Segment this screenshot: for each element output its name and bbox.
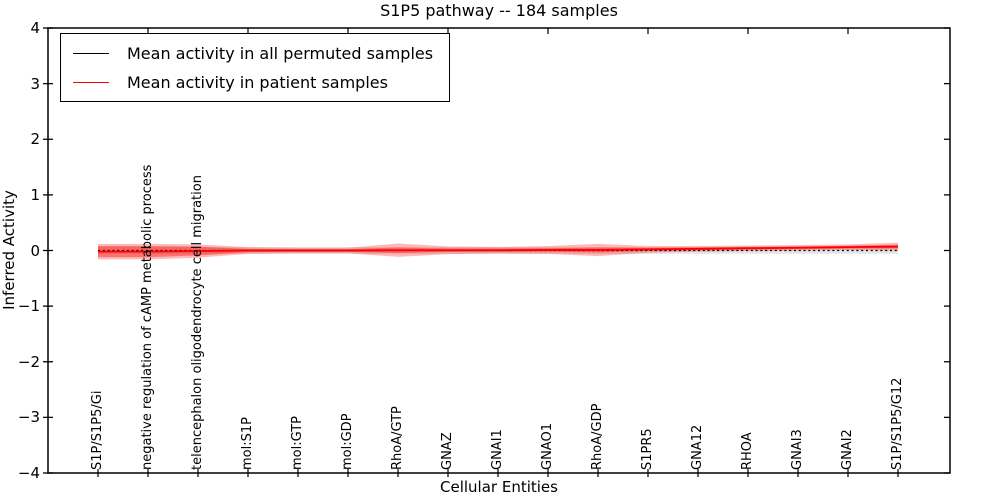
x-category-label: S1P/S1P5/Gi — [90, 390, 105, 470]
y-tick-label: 1 — [30, 185, 40, 204]
x-category-label: GNAZ — [440, 432, 455, 470]
y-tick-label: 4 — [30, 19, 40, 37]
x-category-label: telencephalon oligodendrocyte cell migra… — [190, 175, 205, 470]
x-category-label: S1PR5 — [640, 428, 655, 470]
chart-title: S1P5 pathway -- 184 samples — [380, 1, 618, 20]
legend-label-patient: Mean activity in patient samples — [127, 72, 388, 92]
legend-label-permuted: Mean activity in all permuted samples — [127, 43, 434, 63]
y-tick-label: −1 — [17, 297, 40, 316]
x-category-label: GNAI2 — [840, 429, 855, 470]
y-tick-label: 3 — [30, 74, 40, 93]
x-category-label: negative regulation of cAMP metabolic pr… — [140, 164, 155, 470]
y-tick-label: −4 — [17, 464, 40, 482]
y-tick-label: −3 — [17, 408, 40, 427]
y-tick-label: 0 — [30, 241, 40, 260]
x-category-label: GNAI3 — [790, 429, 805, 470]
x-category-label: RhoA/GDP — [590, 403, 605, 470]
y-tick-label: 2 — [30, 130, 40, 149]
x-category-label: GNAI1 — [490, 429, 505, 470]
legend-line-permuted-icon — [73, 52, 109, 54]
legend-line-patient-icon — [73, 81, 109, 83]
legend-item-patient: Mean activity in patient samples — [73, 70, 433, 94]
x-category-label: S1P/S1P5/G12 — [890, 377, 905, 470]
x-category-label: mol:S1P — [240, 417, 255, 470]
y-tick-label: −2 — [17, 352, 40, 371]
x-category-label: RHOA — [740, 432, 755, 470]
x-category-label: mol:GTP — [290, 416, 305, 470]
legend-item-permuted: Mean activity in all permuted samples — [73, 41, 433, 65]
patient-mean-line — [98, 245, 899, 253]
x-axis-label: Cellular Entities — [440, 478, 558, 496]
x-category-label: GNAO1 — [540, 423, 555, 470]
x-category-label: RhoA/GTP — [390, 406, 405, 470]
x-category-label: GNA12 — [690, 424, 705, 470]
legend: Mean activity in all permuted samples Me… — [60, 33, 451, 102]
x-category-label: mol:GDP — [340, 413, 355, 470]
